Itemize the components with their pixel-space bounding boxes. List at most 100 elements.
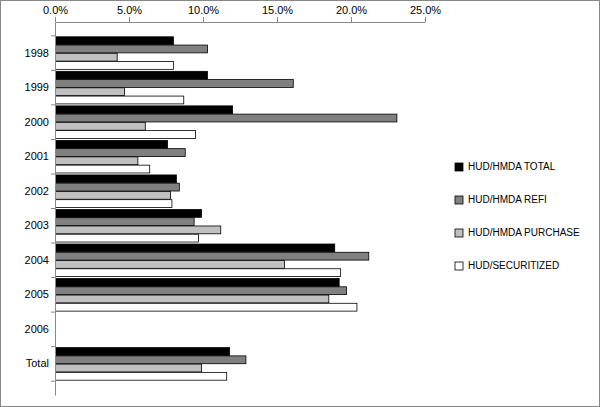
bar xyxy=(55,131,196,139)
y-tick: 2002 xyxy=(25,185,55,197)
bar xyxy=(55,165,150,173)
y-boundary-tick xyxy=(51,381,55,382)
y-tick-label: 2004 xyxy=(25,254,49,266)
y-tick-label: 2003 xyxy=(25,219,49,231)
y-tick-label: 2005 xyxy=(25,288,49,300)
y-boundary-tick xyxy=(51,104,55,105)
bar xyxy=(55,114,397,122)
x-axis-line xyxy=(56,22,426,23)
y-axis-line xyxy=(55,23,56,396)
x-tick-mark xyxy=(55,17,56,22)
x-axis: 0.0% 5.0% 10.0% 15.0% 20.0% 25.0% xyxy=(43,4,441,23)
y-tick-label: 2002 xyxy=(25,185,49,197)
bar xyxy=(55,106,233,114)
x-tick-label: 0.0% xyxy=(43,4,68,16)
y-tick: 2005 xyxy=(25,288,55,300)
bar xyxy=(55,218,194,226)
bar xyxy=(55,295,329,303)
legend-item: HUD/HMDA REFI xyxy=(455,194,547,205)
bar xyxy=(55,200,172,208)
bar xyxy=(55,62,173,70)
legend-item: HUD/HMDA PURCHASE xyxy=(455,227,580,238)
y-boundary-tick xyxy=(51,277,55,278)
x-tick: 0.0% xyxy=(43,4,68,22)
series xyxy=(55,45,397,364)
series xyxy=(55,53,329,372)
x-tick-label: 25.0% xyxy=(410,4,441,16)
chart-container: 0.0% 5.0% 10.0% 15.0% 20.0% 25.0% 1998 1999 2000… xyxy=(0,0,600,407)
bar xyxy=(55,234,199,242)
y-tick-label: 2006 xyxy=(25,323,49,335)
y-tick: 2001 xyxy=(25,150,55,162)
legend: HUD/HMDA TOTAL HUD/HMDA REFI HUD/HMDA PURC… xyxy=(455,161,580,271)
bar xyxy=(55,183,179,191)
chart-svg: 0.0% 5.0% 10.0% 15.0% 20.0% 25.0% 1998 1999 2000… xyxy=(0,0,600,407)
bar xyxy=(55,88,125,96)
y-tick-label: Total xyxy=(26,357,49,369)
x-tick-mark xyxy=(203,17,204,22)
x-tick: 20.0% xyxy=(336,4,367,22)
bar xyxy=(55,303,357,311)
x-tick: 10.0% xyxy=(188,4,219,22)
bar xyxy=(55,122,145,130)
y-boundary-tick xyxy=(51,243,55,244)
x-tick-mark xyxy=(277,17,278,22)
bar xyxy=(55,269,341,277)
bar xyxy=(55,149,185,157)
bar xyxy=(55,45,207,53)
bar xyxy=(55,279,339,287)
legend-label: HUD/SECURITIZED xyxy=(468,260,559,271)
y-tick: 1998 xyxy=(25,47,55,59)
x-tick-label: 15.0% xyxy=(262,4,293,16)
x-tick-label: 20.0% xyxy=(336,4,367,16)
legend-swatch xyxy=(455,163,463,171)
y-boundary-tick xyxy=(51,312,55,313)
y-tick: 1999 xyxy=(25,81,55,93)
bar xyxy=(55,157,138,165)
x-tick-mark xyxy=(425,17,426,22)
legend-swatch xyxy=(455,262,463,270)
bar xyxy=(55,209,202,217)
bar xyxy=(55,348,230,356)
y-axis: 1998 1999 2000 2001 2002 2003 2004 2005 2006 Tota… xyxy=(25,23,56,396)
bar xyxy=(55,252,369,260)
bar xyxy=(55,53,117,61)
bar xyxy=(55,364,202,372)
x-tick: 25.0% xyxy=(410,4,441,22)
y-boundaries xyxy=(51,36,55,381)
y-boundary-tick xyxy=(51,346,55,347)
y-tick: 2003 xyxy=(25,219,55,231)
y-tick-label: 2000 xyxy=(25,116,49,128)
x-tick-label: 5.0% xyxy=(117,4,142,16)
y-boundary-tick xyxy=(51,139,55,140)
legend-swatch xyxy=(455,229,463,237)
y-boundary-tick xyxy=(51,70,55,71)
y-tick: 2004 xyxy=(25,254,55,266)
bar xyxy=(55,71,207,79)
y-boundary-tick xyxy=(51,35,55,36)
bars xyxy=(55,37,397,380)
bar xyxy=(55,226,221,234)
bar xyxy=(55,37,173,45)
bar xyxy=(55,261,284,269)
bar xyxy=(55,191,170,199)
series xyxy=(55,62,357,381)
bar xyxy=(55,80,293,88)
legend-label: HUD/HMDA PURCHASE xyxy=(468,227,580,238)
bar xyxy=(55,356,246,364)
bar xyxy=(55,287,347,295)
x-tick-mark xyxy=(351,17,352,22)
y-tick-label: 1998 xyxy=(25,47,49,59)
y-boundary-tick xyxy=(51,208,55,209)
legend-label: HUD/HMDA REFI xyxy=(468,194,547,205)
bar xyxy=(55,140,167,148)
bar xyxy=(55,175,176,183)
x-tick-mark xyxy=(129,17,130,22)
y-tick-label: 2001 xyxy=(25,150,49,162)
x-tick: 5.0% xyxy=(117,4,142,22)
y-tick: Total xyxy=(26,357,55,369)
bar xyxy=(55,96,184,104)
bar xyxy=(55,244,335,252)
legend-item: HUD/HMDA TOTAL xyxy=(455,161,556,172)
chart-frame xyxy=(1,1,600,407)
